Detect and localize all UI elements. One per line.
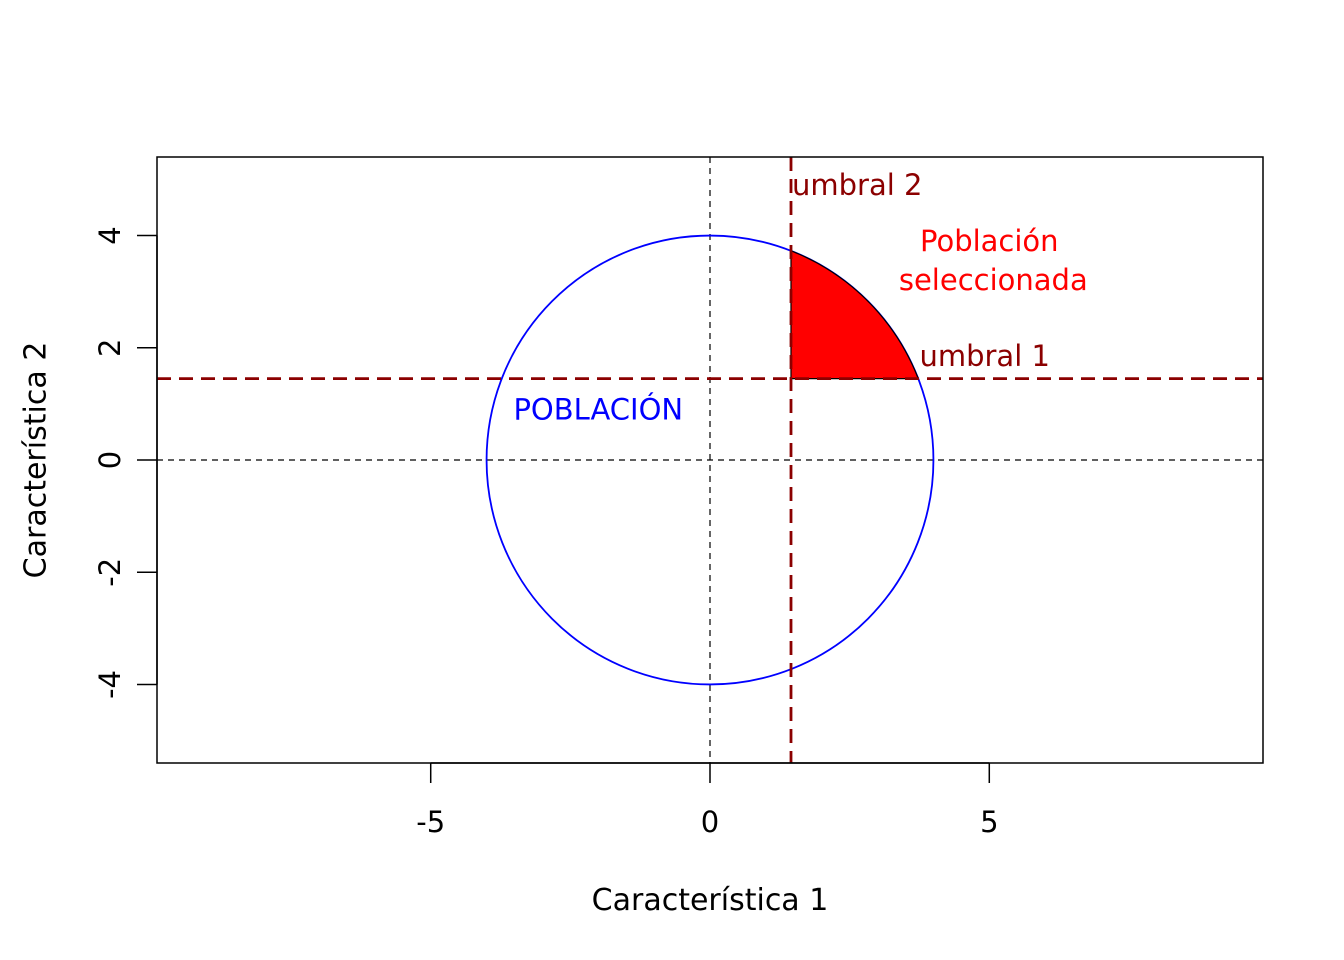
- y-tick-label: 4: [93, 226, 127, 244]
- population-label: POBLACIÓN: [513, 393, 683, 427]
- y-tick-label: -4: [93, 670, 127, 699]
- y-tick-label: 0: [93, 451, 127, 469]
- y-axis-label: Característica 2: [19, 342, 54, 579]
- y-axis: -4 -2 0 2 4: [93, 226, 158, 699]
- y-tick-label: -2: [93, 558, 127, 587]
- threshold-1-label: umbral 1: [919, 339, 1049, 373]
- selected-population-label-line1: Población: [920, 224, 1059, 258]
- x-tick-label: 5: [980, 805, 998, 839]
- x-axis: -5 0 5: [416, 762, 999, 839]
- x-axis-label: Característica 1: [592, 883, 829, 918]
- threshold-2-label: umbral 2: [792, 168, 922, 202]
- x-tick-label: -5: [416, 805, 445, 839]
- x-tick-label: 0: [701, 805, 719, 839]
- selected-population-label-line2: seleccionada: [899, 263, 1088, 297]
- population-circle: [485, 234, 935, 686]
- y-tick-label: 2: [93, 339, 127, 357]
- selected-region: [790, 249, 920, 380]
